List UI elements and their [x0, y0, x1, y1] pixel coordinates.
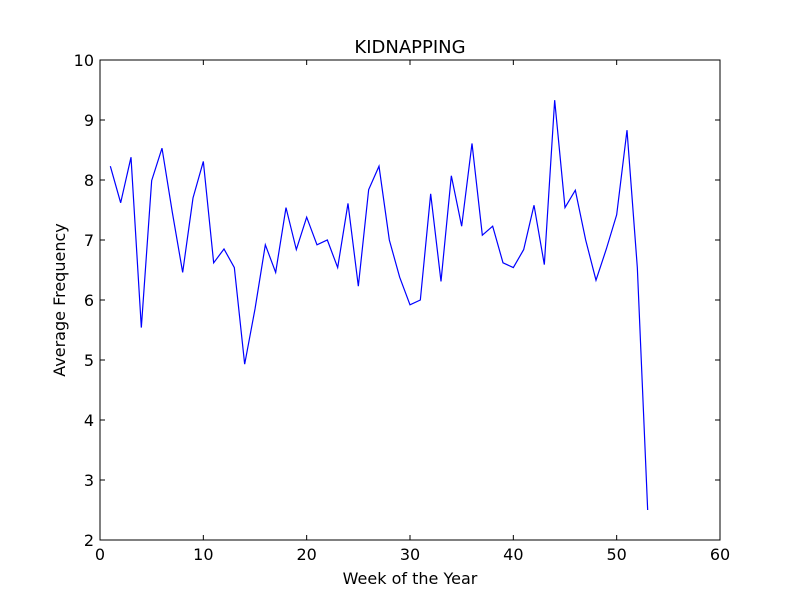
y-axis-label: Average Frequency	[50, 223, 69, 376]
y-tick-label: 7	[84, 231, 94, 250]
x-tick-label: 10	[193, 545, 213, 564]
y-tick-label: 3	[84, 471, 94, 490]
y-tick-label: 10	[74, 51, 94, 70]
x-tick-label: 50	[606, 545, 626, 564]
y-tick-label: 8	[84, 171, 94, 190]
x-tick-label: 60	[710, 545, 730, 564]
y-tick-label: 5	[84, 351, 94, 370]
x-tick-label: 0	[95, 545, 105, 564]
x-tick-label: 40	[503, 545, 523, 564]
x-tick-label: 20	[296, 545, 316, 564]
y-tick-label: 9	[84, 111, 94, 130]
y-tick-label: 6	[84, 291, 94, 310]
x-axis-label: Week of the Year	[343, 569, 478, 588]
x-tick-label: 30	[400, 545, 420, 564]
chart-title: KIDNAPPING	[354, 37, 465, 58]
y-tick-label: 4	[84, 411, 94, 430]
y-tick-label: 2	[84, 531, 94, 550]
